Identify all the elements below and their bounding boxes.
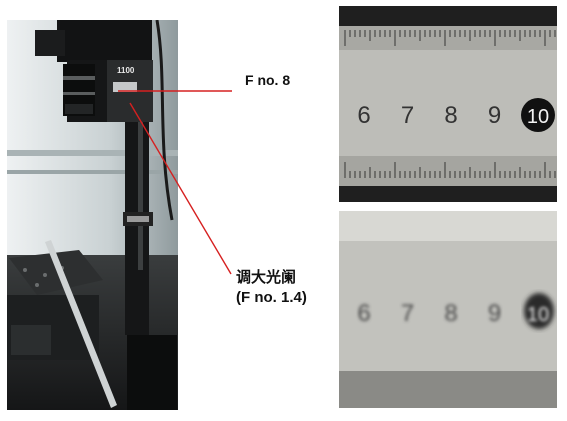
- ruler-sharp-illustration: 6 7 8 9 10: [339, 6, 557, 202]
- ruler-blurred-illustration: 6 7 8 9 10: [339, 211, 557, 408]
- ruler-number: 6: [357, 102, 370, 129]
- camera-setup-photo: 1100: [7, 20, 178, 410]
- ruler-number: 8: [444, 300, 457, 327]
- ruler-number: 7: [401, 300, 414, 327]
- ruler-number: 10: [527, 106, 549, 128]
- label-f-number-8: F no. 8: [245, 72, 291, 88]
- ruler-number: 9: [488, 102, 501, 129]
- ruler-number: 6: [357, 300, 370, 327]
- ruler-marker-10: [521, 98, 555, 132]
- ruler-marker-10-blurred: [524, 293, 554, 329]
- camera-badge: 1100: [117, 66, 135, 75]
- ruler-number: 7: [401, 102, 414, 129]
- arrow-open-aperture: [129, 102, 232, 275]
- label-open-aperture: 调大光阑 (F no. 1.4): [236, 268, 307, 308]
- ruler-image-blurred: 6 7 8 9 10: [339, 211, 557, 408]
- camera-setup-illustration: [7, 20, 178, 410]
- label-open-aperture-text: 调大光阑: [236, 269, 297, 286]
- ruler-number: 10: [527, 304, 549, 326]
- ruler-number: 9: [488, 300, 501, 327]
- ruler-image-sharp: 6 7 8 9 10: [339, 6, 557, 202]
- label-open-aperture-value: (F no. 1.4): [236, 289, 307, 306]
- ruler-number: 8: [444, 102, 457, 129]
